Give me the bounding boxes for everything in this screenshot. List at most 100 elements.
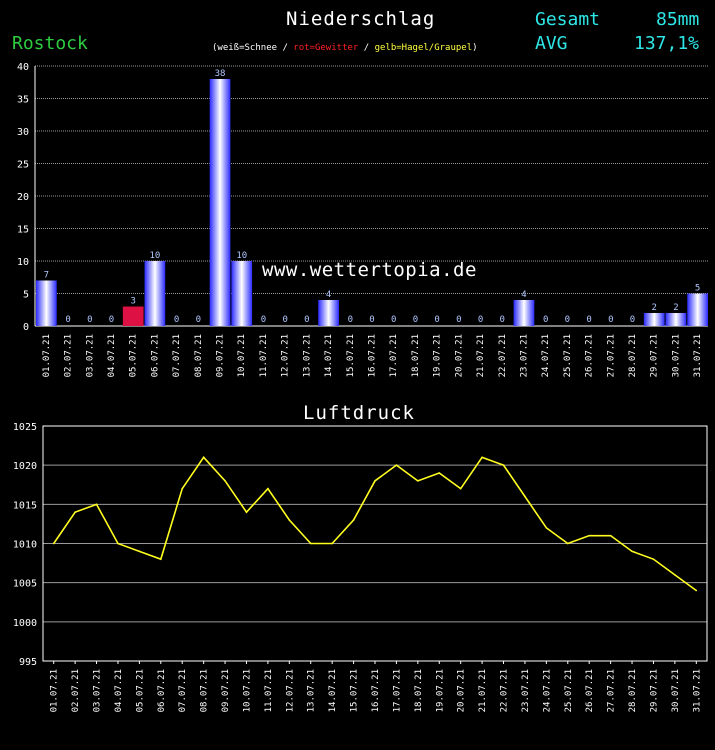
x-tick-label: 14.07.21 [328,669,338,712]
x-tick-label: 13.07.21 [302,334,312,377]
x-tick-label: 16.07.21 [368,334,378,377]
pressure-point [374,480,376,482]
precip-bar [665,313,687,326]
pressure-point [202,456,205,459]
pressure-point [502,464,505,466]
x-tick-label: 09.07.21 [216,334,226,377]
pressure-point [160,558,162,560]
x-tick-label: 05.07.21 [135,669,145,712]
y-tick-label: 1010 [13,540,37,551]
precip-bar [318,300,339,326]
x-tick-label: 02.07.21 [64,334,74,377]
y-tick-label: 15 [17,225,29,236]
x-tick-label: 26.07.21 [585,334,595,377]
station-name: Rostock [12,33,88,54]
y-tick-label: 30 [17,127,29,138]
x-tick-label: 25.07.21 [563,334,573,377]
x-tick-label: 23.07.21 [521,669,531,712]
bar-value-label: 10 [236,251,247,261]
precip-bar [513,300,535,326]
bar-value-label: 0 [65,315,70,325]
pressure-point [309,542,312,545]
x-tick-label: 03.07.21 [93,669,103,712]
x-tick-label: 25.07.21 [564,669,574,712]
x-tick-label: 30.07.21 [671,334,681,377]
bar-value-label: 0 [456,315,461,325]
x-tick-label: 15.07.21 [346,334,356,377]
pressure-point [224,480,226,482]
total-value: 85mm [656,9,700,30]
pressure-point [524,495,526,498]
pressure-point [267,487,269,490]
pressure-point [588,534,590,537]
pressure-point [74,511,76,513]
bar-value-label: 38 [215,69,226,79]
x-tick-label: 28.07.21 [628,334,638,377]
x-tick-label: 05.07.21 [129,334,139,377]
x-tick-label: 07.07.21 [172,334,182,377]
bar-value-label: 0 [478,315,483,325]
pressure-point [117,542,119,545]
pressure-point [181,487,184,490]
bar-value-label: 4 [326,290,331,300]
x-tick-label: 11.07.21 [264,669,274,712]
y-tick-label: 1000 [13,618,37,629]
bar-value-label: 0 [391,315,396,325]
x-tick-label: 31.07.21 [693,334,703,377]
precip-bar [231,261,253,326]
y-tick-label: 35 [17,95,29,106]
x-tick-label: 27.07.21 [606,334,616,377]
y-tick-label: 0 [23,322,29,333]
x-tick-label: 29.07.21 [649,669,659,712]
x-tick-label: 04.07.21 [114,669,124,712]
x-tick-label: 08.07.21 [200,669,210,712]
bar-value-label: 4 [521,290,526,300]
x-tick-label: 07.07.21 [178,669,188,712]
x-tick-label: 08.07.21 [194,334,204,377]
pressure-point [652,558,655,560]
bar-value-label: 5 [695,284,700,294]
precip-bar [687,293,708,326]
legend-snow: weiß=Schnee [217,43,278,53]
x-tick-label: 02.07.21 [71,669,81,712]
precip-bar [643,313,665,326]
x-tick-label: 12.07.21 [281,334,291,377]
x-tick-label: 22.07.21 [498,334,508,377]
pressure-point [674,574,676,576]
x-tick-label: 24.07.21 [542,669,552,712]
bar-value-label: 0 [586,315,591,325]
storm-bar [122,306,144,326]
x-tick-label: 21.07.21 [476,334,486,377]
y-tick-label: 5 [23,290,29,301]
legend-hail: gelb=Hagel/Graupel [374,43,473,53]
y-tick-label: 1020 [13,461,37,472]
x-tick-label: 06.07.21 [157,669,167,712]
x-tick-label: 30.07.21 [671,669,681,712]
bar-value-label: 0 [500,315,505,325]
x-tick-label: 11.07.21 [259,334,269,377]
bar-value-label: 0 [282,315,287,325]
pressure-point [481,456,483,459]
bar-value-label: 0 [369,315,374,325]
x-tick-label: 09.07.21 [221,669,231,712]
y-tick-label: 1025 [13,422,37,433]
bar-value-label: 0 [304,315,309,325]
x-tick-label: 20.07.21 [457,669,467,712]
x-tick-label: 03.07.21 [85,334,95,377]
legend-storm: rot=Gewitter [293,43,359,53]
legend-separator: / [363,43,370,53]
bar-value-label: 0 [109,315,114,325]
x-tick-label: 27.07.21 [607,669,617,712]
x-tick-label: 04.07.21 [107,334,117,377]
x-tick-label: 23.07.21 [519,334,529,377]
x-tick-label: 17.07.21 [392,669,402,712]
bar-value-label: 0 [348,315,353,325]
x-tick-label: 12.07.21 [285,669,295,712]
bar-value-label: 0 [261,315,266,325]
x-tick-label: 28.07.21 [628,669,638,712]
pressure-point [245,511,248,513]
pressure-point [331,542,333,545]
x-tick-label: 22.07.21 [500,669,510,712]
pressure-point [395,464,398,466]
x-tick-label: 21.07.21 [478,669,488,712]
